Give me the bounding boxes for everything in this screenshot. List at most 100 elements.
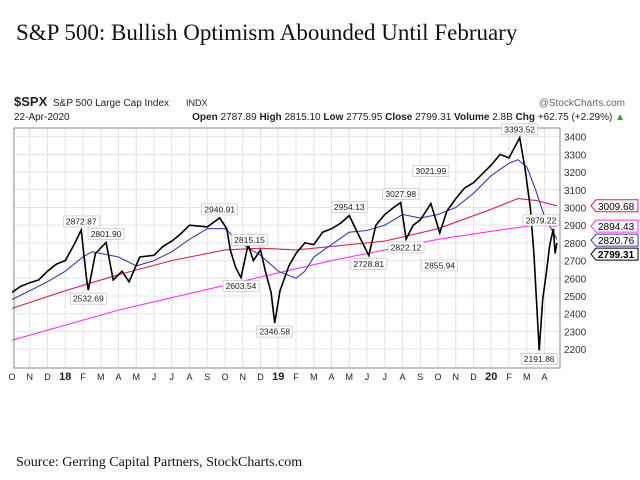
last-value-tag [590,247,639,261]
annotation-label: 2954.13 [334,202,365,212]
chg-value: +62.75 (+2.29%) [538,112,613,123]
annotation-box [421,259,459,272]
annotation-label: 2191.86 [524,354,555,364]
x-tick-label: J [365,372,370,382]
annotation-label: 2822.12 [391,242,422,252]
annotation-box [231,234,268,246]
x-tick-label: A [328,372,334,382]
x-tick-label: N [453,372,460,382]
symbol: $SPX [14,94,48,109]
series-200-day-ma [11,198,558,309]
x-tick-label: M [97,372,105,382]
x-tick-label: A [115,372,121,382]
annotation-box [350,258,388,270]
y-tick-label: 3400 [564,133,587,144]
annotation-box [87,228,125,240]
x-tick-label: F [506,372,512,382]
annotation-label: 2815.15 [234,235,265,245]
x-tick-label: D [257,372,264,382]
annotation-box [256,325,294,338]
series--spx [11,135,558,351]
watermark: @StockCharts.com [539,98,625,109]
last-value-label: 2799.31 [598,250,635,261]
x-tick-label: A [399,372,405,382]
annotation-label: 3021.99 [416,166,447,176]
y-tick-label: 3300 [564,150,587,161]
annotation-box [222,280,260,292]
x-tick-label: M [346,372,354,382]
up-arrow-icon: ▲ [615,112,625,123]
close-label: Close [385,112,413,123]
y-tick-label: 2500 [564,292,587,303]
last-value-tag [590,199,639,213]
date: 22-Apr-2020 [14,112,70,123]
annotation-label: 2879.22 [526,215,557,225]
last-value-tag [590,233,639,247]
y-tick-label: 2700 [564,257,587,268]
volume-value: 2.8B [492,112,513,123]
x-tick-label: F [80,372,86,382]
low-label: Low [323,112,343,123]
x-tick-label: S [417,372,423,382]
volume-label: Volume [454,112,490,123]
x-tick-label: S [204,372,210,382]
last-value-label: 3009.68 [598,202,635,213]
open-label: Open [192,112,218,123]
exchange: INDX [186,98,208,108]
x-tick-label: O [8,372,15,382]
annotation-box [501,123,538,136]
annotation-box [382,188,420,200]
y-tick-label: 2900 [564,221,587,232]
open-value: 2787.89 [221,112,258,123]
annotation-box [62,215,100,228]
x-tick-label: J [170,372,175,382]
source-note: Source: Gerring Capital Partners, StockC… [16,455,303,470]
annotation-box [70,292,107,305]
y-tick-label: 3000 [564,203,587,214]
last-value-label: 2820.76 [598,236,635,247]
x-tick-label: A [541,372,547,382]
annotation-label: 2940.91 [204,204,235,214]
annotation-box [387,241,425,254]
annotation-box [522,214,560,227]
high-value: 2815.10 [284,112,321,123]
x-tick-label: J [152,372,157,382]
x-tick-label: M [523,372,531,382]
annotation-box [520,353,558,365]
x-tick-label: J [383,372,388,382]
x-tick-label: M [310,372,318,382]
index-name: S&P 500 Large Cap Index [53,98,169,109]
annotation-label: 2728.81 [353,259,384,269]
series-50-day-ma [11,159,558,300]
x-tick-label: D [44,372,51,382]
high-label: High [259,112,281,123]
y-tick-label: 2400 [564,310,587,321]
x-tick-label: N [27,372,34,382]
close-value: 2799.31 [415,112,452,123]
x-tick-label: A [186,372,192,382]
annotation-box [201,203,238,216]
annotation-box [330,201,368,213]
x-tick-label: O [434,372,441,382]
x-tick-label: 18 [59,371,71,383]
ohlc-line: Open 2787.89 High 2815.10 Low 2775.95 Cl… [192,112,625,123]
x-tick-label: 19 [272,371,284,383]
y-tick-label: 2200 [564,345,587,356]
annotation-label: 2801.90 [91,229,122,239]
plot-frame [13,127,561,369]
annotation-box [412,165,450,177]
x-tick-label: F [293,372,299,382]
y-tick-label: 2800 [564,239,587,250]
low-value: 2775.95 [346,112,383,123]
page-title: S&P 500: Bullish Optimism Abounded Until… [16,20,518,45]
x-tick-label: O [221,372,228,382]
last-value-label: 2894.43 [598,222,635,233]
x-tick-label: N [240,372,247,382]
y-tick-label: 3200 [564,168,587,179]
x-tick-label: 20 [485,371,497,383]
y-tick-label: 3100 [564,186,587,197]
annotation-label: 2346.58 [259,327,290,337]
y-tick-label: 2300 [564,327,587,338]
annotation-label: 2603.54 [226,281,257,291]
